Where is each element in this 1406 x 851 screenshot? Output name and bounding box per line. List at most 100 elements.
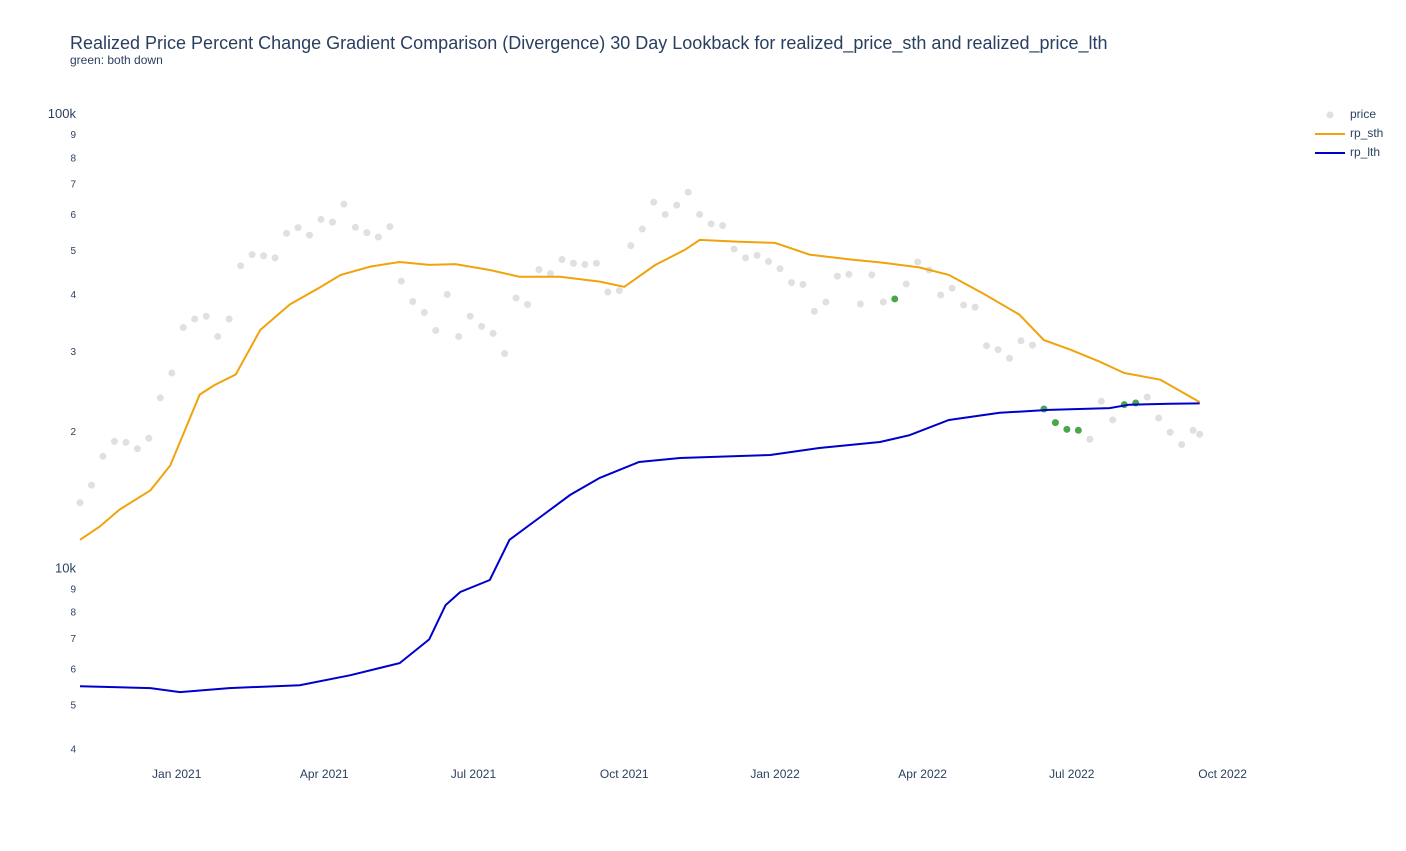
price-point: [237, 262, 245, 270]
x-tick-label: Oct 2021: [600, 767, 649, 781]
price-point: [856, 300, 864, 308]
y-tick-label: 9: [70, 584, 76, 595]
price-point: [156, 394, 164, 402]
price-point: [891, 295, 899, 303]
y-tick-label: 7: [70, 634, 76, 645]
price-point: [420, 308, 428, 316]
x-tick-label: Apr 2021: [300, 767, 349, 781]
price-point: [1017, 337, 1025, 345]
legend-label: price: [1350, 107, 1376, 121]
y-tick-label: 10k: [55, 560, 76, 575]
price-point: [960, 301, 968, 309]
price-point: [294, 224, 302, 232]
y-tick-label: 6: [70, 210, 76, 221]
price-point: [1189, 426, 1197, 434]
price-point: [833, 272, 841, 280]
y-tick-label: 2: [70, 427, 76, 438]
x-tick-label: Jan 2021: [152, 767, 202, 781]
price-point: [558, 255, 566, 263]
price-point: [1028, 341, 1036, 349]
price-point: [455, 332, 463, 340]
price-point: [1166, 428, 1174, 436]
price-point: [719, 222, 727, 230]
price-point: [569, 259, 577, 267]
price-point: [351, 223, 359, 231]
price-point: [730, 245, 738, 253]
price-point: [1196, 430, 1204, 438]
y-tick-label: 5: [70, 700, 76, 711]
price-point: [328, 218, 336, 226]
price-point: [696, 210, 704, 218]
y-tick-label: 3: [70, 347, 76, 358]
y-tick-label: 5: [70, 246, 76, 257]
price-point: [879, 298, 887, 306]
price-point: [742, 254, 750, 262]
legend-label: rp_lth: [1350, 145, 1380, 159]
price-point: [1155, 414, 1163, 422]
price-point: [524, 301, 532, 309]
price-point: [99, 452, 107, 460]
price-point: [1178, 440, 1186, 448]
price-point: [638, 225, 646, 233]
price-point: [673, 201, 681, 209]
price-point: [386, 223, 394, 231]
price-point: [902, 280, 910, 288]
price-point: [615, 287, 623, 295]
price-point: [122, 438, 130, 446]
price-point: [512, 294, 520, 302]
price-point: [535, 266, 543, 274]
price-point: [581, 260, 589, 268]
price-point: [374, 233, 382, 241]
price-point: [1086, 435, 1094, 443]
legend-label: rp_sth: [1350, 126, 1383, 140]
price-point: [1074, 426, 1082, 434]
price-point: [283, 229, 291, 237]
price-point: [168, 369, 176, 377]
price-point: [1109, 416, 1117, 424]
price-point: [753, 251, 761, 259]
price-point: [1040, 405, 1048, 413]
price-point: [271, 254, 279, 262]
price-point: [202, 312, 210, 320]
price-point: [1097, 397, 1105, 405]
price-point: [478, 322, 486, 330]
x-tick-label: Jul 2022: [1049, 767, 1095, 781]
price-point: [248, 251, 256, 259]
price-point: [994, 346, 1002, 354]
price-point: [363, 229, 371, 237]
price-point: [133, 445, 141, 453]
price-point: [684, 188, 692, 196]
price-point: [845, 270, 853, 278]
chart-title: Realized Price Percent Change Gradient C…: [70, 33, 1108, 54]
price-point: [822, 298, 830, 306]
price-point: [76, 499, 84, 507]
y-tick-label: 8: [70, 153, 76, 164]
price-point: [948, 284, 956, 292]
price-point: [191, 315, 199, 323]
price-point: [546, 270, 554, 278]
price-point: [661, 210, 669, 218]
x-tick-label: Jul 2021: [451, 767, 497, 781]
price-point: [1143, 393, 1151, 401]
y-tick-label: 4: [70, 745, 76, 756]
price-point: [340, 200, 348, 208]
price-point: [306, 231, 314, 239]
y-tick-label: 7: [70, 180, 76, 191]
y-tick-label: 4: [70, 290, 76, 301]
price-point: [489, 329, 497, 337]
x-tick-label: Apr 2022: [898, 767, 947, 781]
price-point: [214, 332, 222, 340]
price-point: [145, 434, 153, 442]
price-point: [443, 290, 451, 298]
price-point: [592, 259, 600, 267]
price-point: [983, 342, 991, 350]
price-point: [914, 258, 922, 266]
price-point: [627, 242, 635, 250]
plot-area: [76, 188, 1204, 694]
price-point: [868, 271, 876, 279]
price-point: [260, 252, 268, 260]
y-tick-label: 8: [70, 608, 76, 619]
x-tick-label: Oct 2022: [1198, 767, 1247, 781]
price-point: [1051, 419, 1059, 427]
